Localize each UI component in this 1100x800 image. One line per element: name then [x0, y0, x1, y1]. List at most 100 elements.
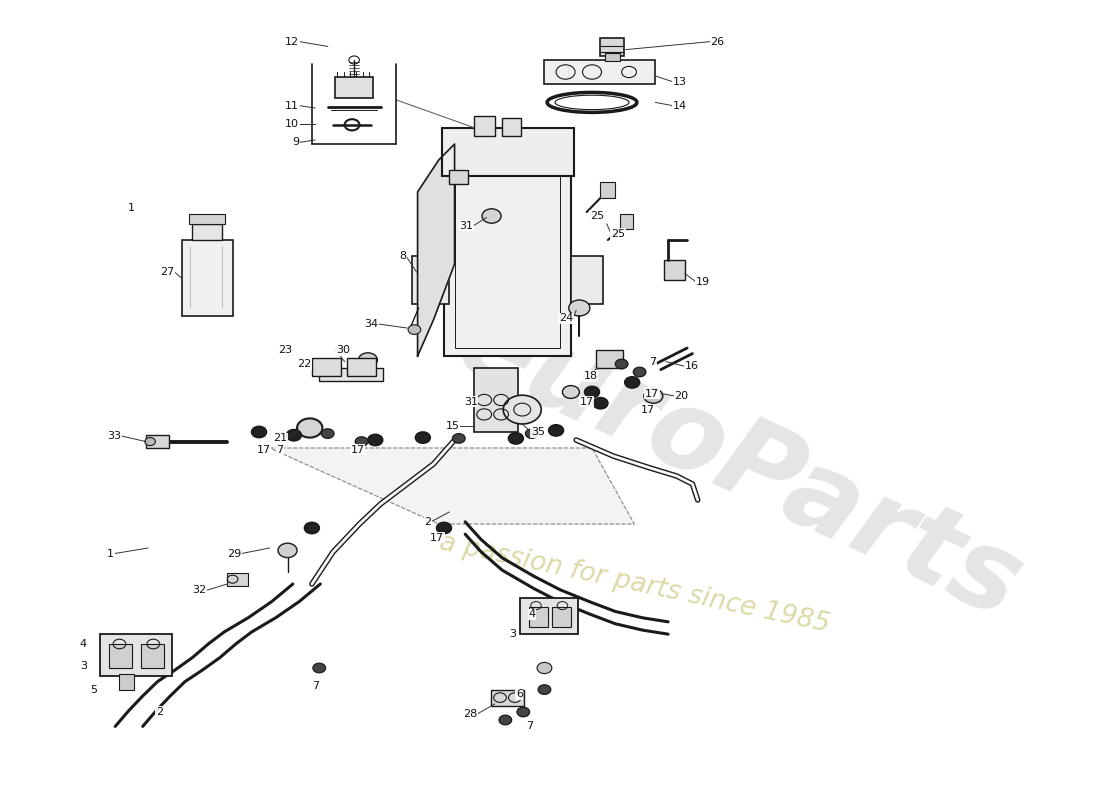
Bar	[552, 607, 571, 627]
Circle shape	[145, 438, 155, 446]
Text: 15: 15	[446, 421, 460, 430]
Circle shape	[562, 386, 580, 398]
Circle shape	[312, 663, 326, 673]
Circle shape	[517, 707, 529, 717]
Text: 25: 25	[610, 229, 625, 238]
Bar	[146, 435, 169, 448]
Text: 14: 14	[672, 101, 686, 110]
Text: 16: 16	[685, 362, 698, 371]
Bar	[228, 573, 249, 586]
Text: 7: 7	[649, 357, 657, 366]
Text: 29: 29	[227, 549, 241, 558]
Bar	[474, 116, 495, 136]
Text: 1: 1	[107, 549, 114, 558]
Text: 35: 35	[530, 427, 544, 437]
Bar	[192, 224, 222, 240]
Bar	[520, 598, 579, 634]
Text: a passion for parts since 1985: a passion for parts since 1985	[437, 530, 832, 638]
Circle shape	[359, 353, 377, 367]
Text: 32: 32	[192, 586, 206, 595]
Bar	[189, 214, 226, 224]
Text: 3: 3	[79, 661, 87, 670]
Text: 3: 3	[509, 629, 517, 638]
Text: 21: 21	[274, 434, 287, 443]
Text: 31: 31	[460, 221, 474, 230]
Circle shape	[305, 522, 319, 534]
Bar	[449, 170, 469, 184]
Text: 2: 2	[156, 707, 163, 717]
Bar	[120, 674, 134, 690]
Bar	[529, 607, 548, 627]
Bar	[412, 256, 449, 304]
Bar	[336, 77, 373, 98]
Circle shape	[508, 433, 524, 444]
Text: 17: 17	[645, 389, 659, 398]
Text: 31: 31	[464, 397, 477, 406]
Text: 6: 6	[516, 690, 522, 699]
Text: 19: 19	[695, 277, 710, 286]
Text: 10: 10	[285, 119, 299, 129]
Text: 34: 34	[364, 319, 378, 329]
Circle shape	[367, 434, 383, 446]
Bar	[312, 358, 341, 376]
Text: 26: 26	[711, 37, 725, 46]
Circle shape	[416, 432, 430, 443]
Circle shape	[499, 715, 512, 725]
Text: 8: 8	[399, 251, 406, 261]
Text: 4: 4	[79, 639, 87, 649]
Bar	[544, 60, 656, 84]
Circle shape	[584, 386, 600, 398]
Text: 17: 17	[256, 445, 271, 454]
Bar	[109, 644, 132, 668]
Circle shape	[538, 685, 551, 694]
Bar	[442, 128, 574, 176]
Bar	[601, 38, 624, 56]
Text: 12: 12	[285, 37, 299, 46]
Bar	[319, 368, 383, 381]
Circle shape	[482, 209, 502, 223]
Bar	[100, 634, 173, 676]
Circle shape	[437, 522, 451, 534]
Polygon shape	[270, 448, 635, 524]
Circle shape	[321, 429, 334, 438]
Bar	[605, 53, 619, 61]
Polygon shape	[418, 144, 454, 356]
Text: 2: 2	[425, 517, 431, 526]
Bar	[346, 358, 376, 376]
Circle shape	[615, 359, 628, 369]
Text: 22: 22	[298, 359, 312, 369]
Text: 17: 17	[580, 397, 594, 406]
Text: 18: 18	[584, 371, 597, 381]
Text: 9: 9	[293, 138, 299, 147]
Bar	[491, 690, 525, 706]
Circle shape	[537, 662, 552, 674]
Text: 7: 7	[276, 445, 284, 454]
Text: 1: 1	[129, 203, 135, 213]
Bar	[571, 256, 603, 304]
Circle shape	[355, 437, 367, 446]
Text: 13: 13	[672, 77, 686, 86]
Circle shape	[278, 543, 297, 558]
Text: 27: 27	[161, 267, 175, 277]
Bar	[454, 164, 560, 348]
Bar	[601, 182, 615, 198]
Circle shape	[297, 418, 322, 438]
Bar	[182, 240, 232, 316]
Text: 11: 11	[285, 101, 299, 110]
Text: euroParts: euroParts	[441, 287, 1038, 641]
Circle shape	[644, 389, 663, 403]
Circle shape	[286, 430, 301, 441]
Circle shape	[408, 325, 421, 334]
Text: 23: 23	[337, 346, 350, 355]
Text: 4: 4	[529, 610, 536, 619]
Bar	[141, 644, 164, 668]
Circle shape	[526, 429, 538, 438]
Bar	[619, 214, 634, 229]
Circle shape	[569, 300, 590, 316]
Circle shape	[625, 377, 639, 388]
Bar	[596, 350, 623, 368]
Text: 33: 33	[108, 431, 122, 441]
Text: 17: 17	[640, 405, 654, 414]
Text: 28: 28	[463, 709, 477, 718]
Text: 17: 17	[351, 445, 365, 454]
